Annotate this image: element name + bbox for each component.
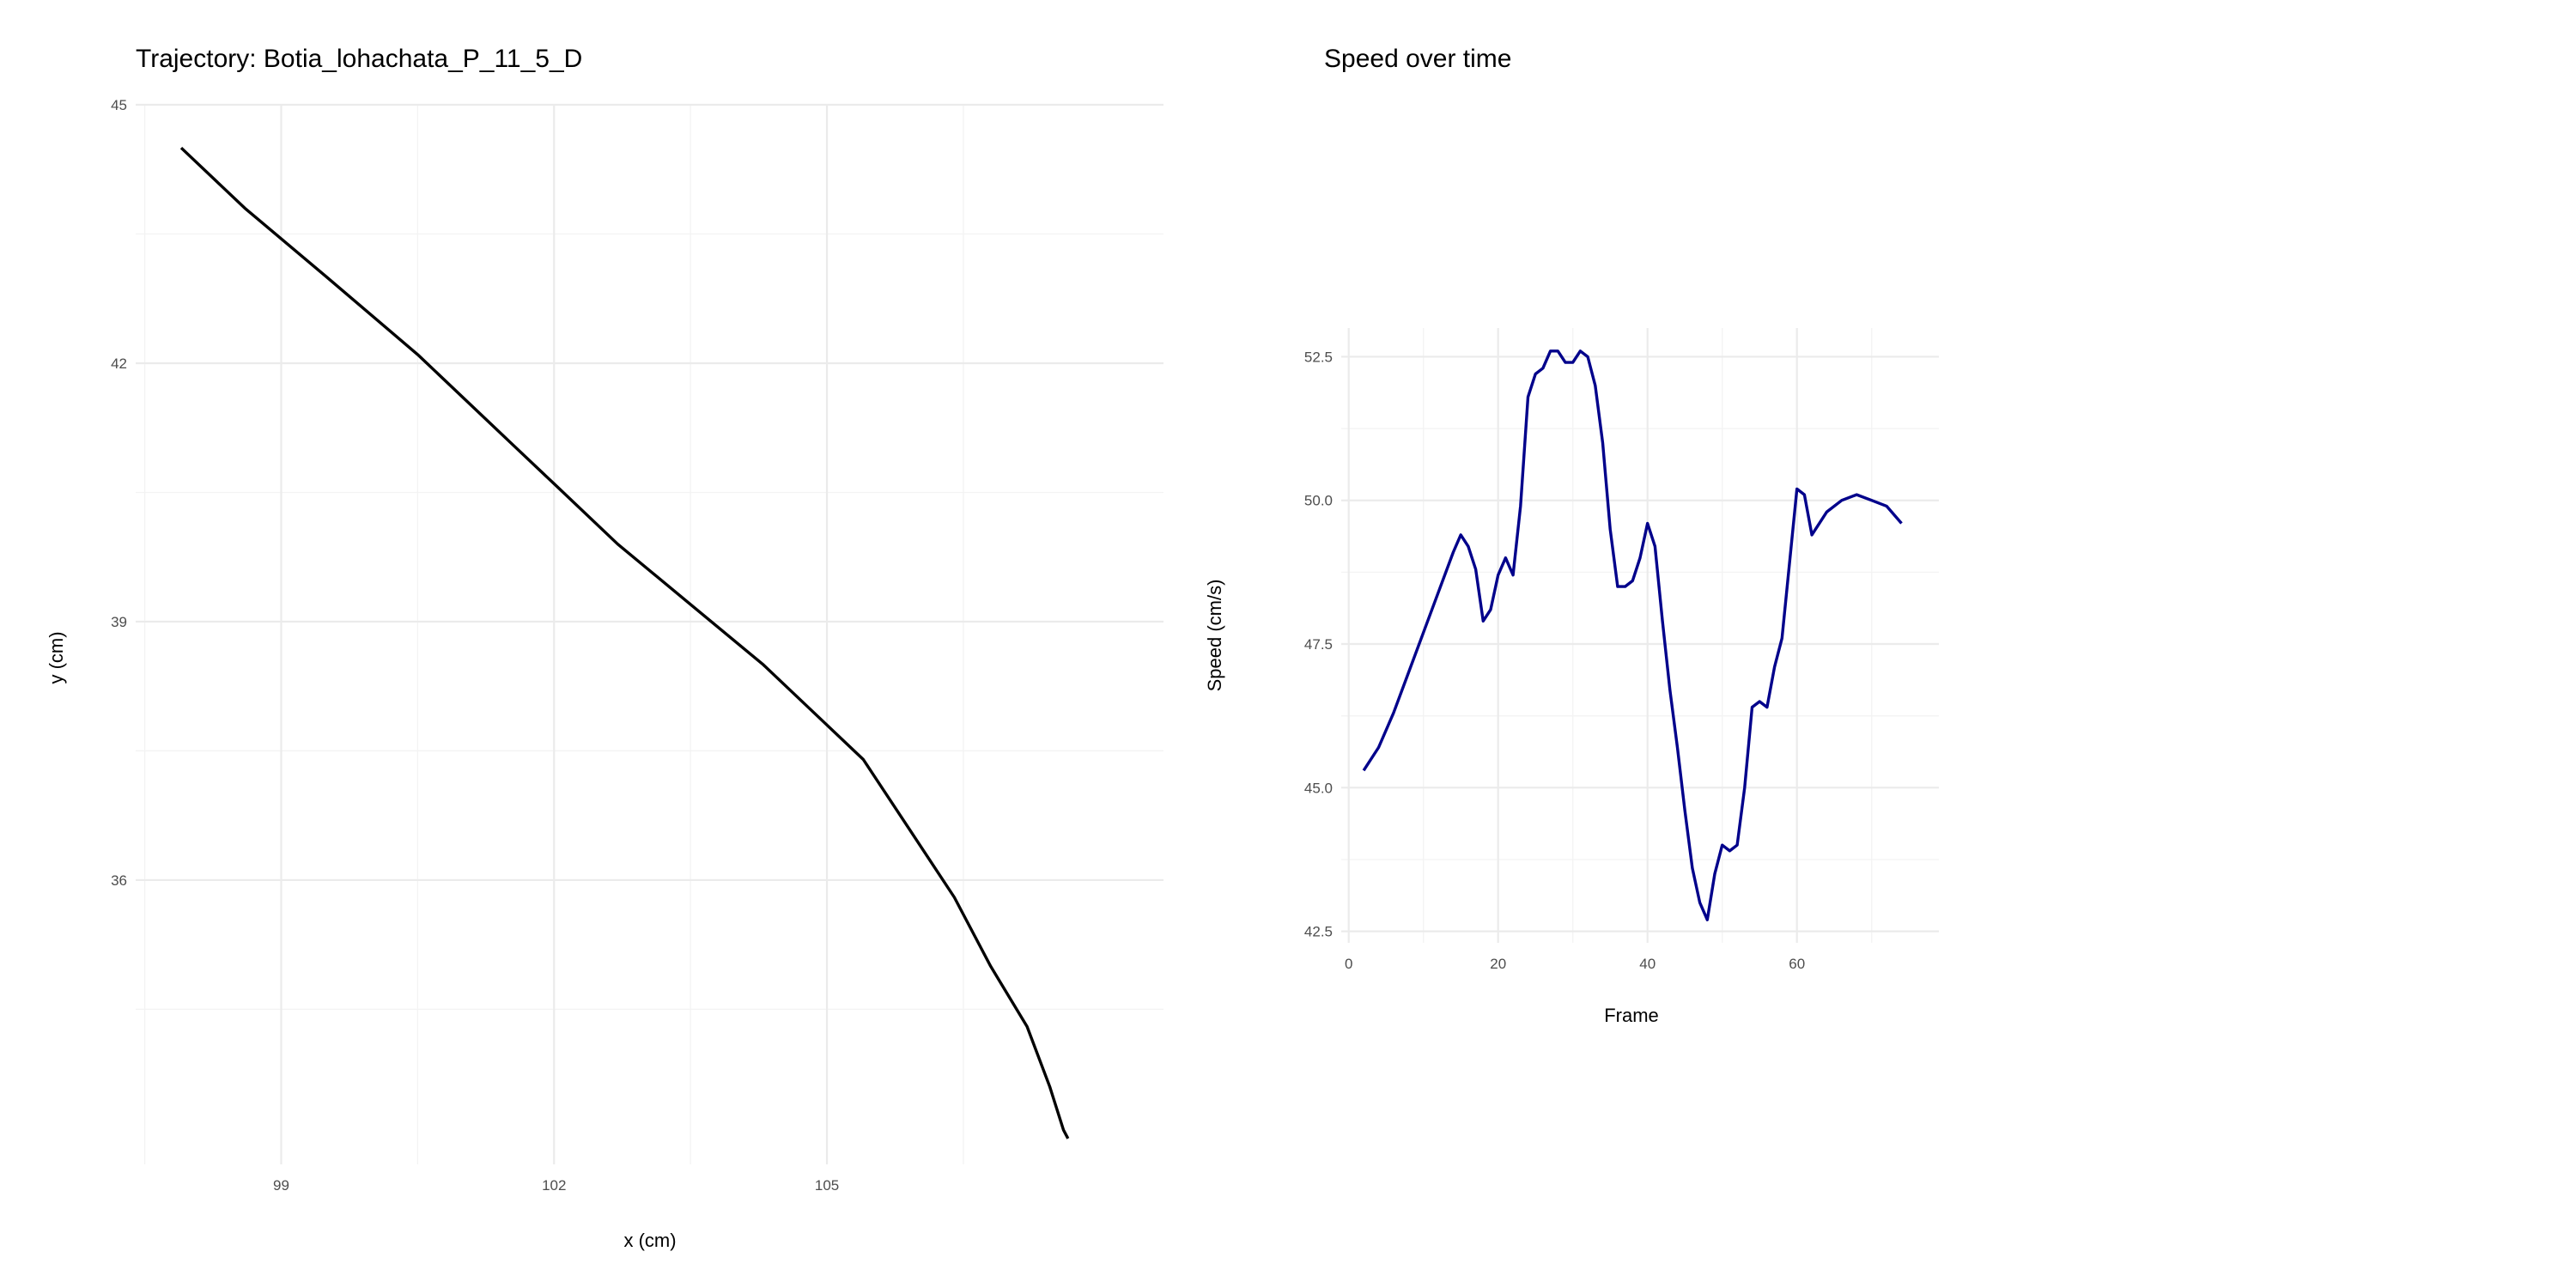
speed-x-tick-label: 20 [1490, 956, 1506, 972]
speed-y-tick-label: 50.0 [1304, 493, 1333, 509]
speed-y-tick-label: 52.5 [1304, 349, 1333, 365]
trajectory-x-axis-label: x (cm) [623, 1230, 676, 1251]
speed-x-tick-label: 0 [1345, 956, 1352, 972]
trajectory-x-ticks: 99 102 105 [273, 1177, 839, 1194]
speed-title: Speed over time [1324, 45, 1511, 73]
trajectory-panel: Trajectory: Botia_lohachata_P_11_5_D 99 1… [46, 45, 1163, 1251]
trajectory-y-axis-label: y (cm) [46, 631, 67, 683]
trajectory-y-ticks: 36 39 42 45 [111, 97, 127, 889]
speed-line [1362, 349, 1903, 921]
trajectory-grid-major [136, 103, 1163, 1164]
speed-y-tick-label: 42.5 [1304, 924, 1333, 940]
speed-y-ticks: 42.5 45.0 47.5 50.0 52.5 [1304, 349, 1333, 939]
speed-panel: Speed over time 0 20 40 60 42.5 45.0 47.5 50.0… [1204, 45, 1939, 1026]
trajectory-line [179, 146, 1070, 1139]
speed-y-tick-label: 45.0 [1304, 780, 1333, 796]
trajectory-grid-minor [136, 105, 1163, 1164]
trajectory-y-tick-label: 36 [111, 872, 127, 889]
speed-grid-major [1341, 328, 1939, 943]
trajectory-x-tick-label: 102 [542, 1177, 566, 1194]
trajectory-y-tick-label: 45 [111, 97, 127, 113]
speed-x-tick-label: 60 [1789, 956, 1805, 972]
trajectory-y-tick-label: 42 [111, 355, 127, 372]
speed-y-tick-label: 47.5 [1304, 636, 1333, 653]
speed-y-axis-label: Speed (cm/s) [1204, 580, 1225, 692]
trajectory-title: Trajectory: Botia_lohachata_P_11_5_D [136, 45, 582, 73]
speed-x-ticks: 0 20 40 60 [1345, 956, 1805, 972]
speed-x-axis-label: Frame [1604, 1005, 1659, 1026]
trajectory-x-tick-label: 99 [273, 1177, 289, 1194]
trajectory-y-tick-label: 39 [111, 614, 127, 630]
speed-grid-minor [1341, 328, 1939, 943]
trajectory-x-tick-label: 105 [815, 1177, 839, 1194]
speed-x-tick-label: 40 [1639, 956, 1656, 972]
